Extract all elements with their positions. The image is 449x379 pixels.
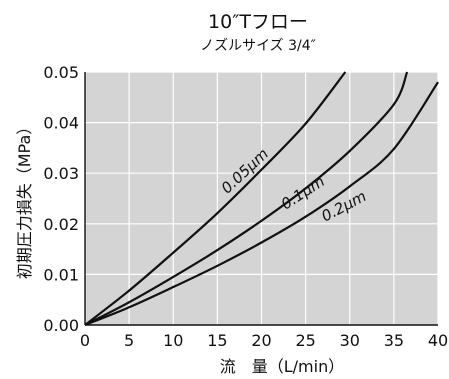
y-tick-label: 0.03	[43, 164, 79, 183]
chart-subtitle: ノズルサイズ 3/4″	[200, 38, 316, 54]
series-line-3	[84, 81, 439, 327]
x-tick-label: 40	[428, 331, 448, 350]
series-line-1	[84, 71, 347, 326]
x-tick-label: 10	[163, 331, 183, 350]
y-axis-ticks: 0.00 0.01 0.02 0.03 0.04 0.05	[43, 63, 79, 335]
y-axis-label: 初期圧力損失（MPa）	[15, 119, 34, 280]
x-tick-label: 35	[384, 331, 404, 350]
x-axis-label: 流 量（L/min）	[220, 357, 344, 376]
series-line-2	[84, 71, 409, 326]
x-tick-label: 30	[340, 331, 360, 350]
y-tick-label: 0.01	[43, 265, 79, 284]
grid-lines	[84, 71, 439, 326]
x-axis-ticks: 0 5 10 15 20 25 30 35 40	[80, 331, 448, 350]
x-tick-label: 20	[251, 331, 271, 350]
x-tick-label: 15	[207, 331, 227, 350]
series-group	[84, 71, 439, 327]
x-tick-label: 25	[295, 331, 315, 350]
y-tick-label: 0.02	[43, 215, 79, 234]
y-tick-label: 0.04	[43, 114, 79, 133]
y-tick-label: 0.00	[43, 316, 79, 335]
y-tick-label: 0.05	[43, 63, 79, 82]
x-tick-label: 0	[80, 331, 90, 350]
chart-title: 10″Tフロー	[208, 11, 308, 33]
x-tick-label: 5	[124, 331, 134, 350]
